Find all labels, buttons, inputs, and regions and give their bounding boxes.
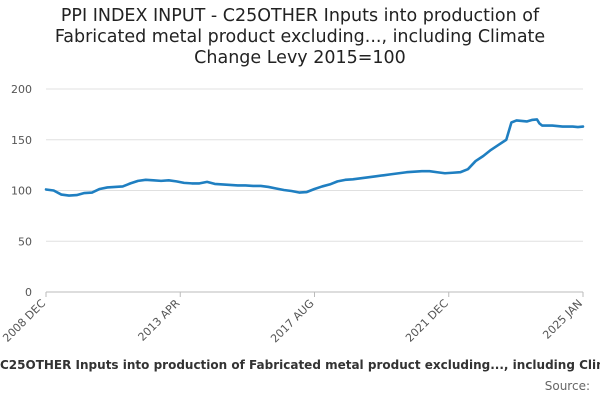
y-tick-label: 0 — [25, 286, 32, 299]
y-tick-label: 50 — [18, 235, 32, 248]
series-line — [44, 118, 585, 197]
y-axis-ticks: 0 50 100 150 200 — [11, 83, 32, 299]
x-tick-label: 2025 JAN — [540, 297, 585, 342]
legend-label: C25OTHER Inputs into production of Fabri… — [0, 358, 600, 372]
chart-title-line-2: Fabricated metal product excluding..., i… — [54, 27, 546, 47]
y-tick-label: 150 — [11, 134, 32, 147]
y-tick-label: 200 — [11, 83, 32, 96]
x-tick-label: 2013 APR — [135, 297, 182, 344]
chart-title-line-3: Change Levy 2015=100 — [194, 48, 406, 68]
chart-title-line-1: PPI INDEX INPUT - C25OTHER Inputs into p… — [60, 6, 540, 26]
gridlines — [46, 88, 583, 242]
x-tick-label: 2021 DEC — [403, 297, 451, 345]
chart-title: PPI INDEX INPUT - C25OTHER Inputs into p… — [0, 6, 600, 69]
source-label: Source: — [544, 379, 590, 393]
y-tick-label: 100 — [11, 185, 32, 198]
series-group — [44, 118, 585, 197]
x-tick-label: 2008 DEC — [0, 297, 48, 345]
x-axis: 2008 DEC 2013 APR 2017 AUG 2021 DEC 2025 JAN — [0, 291, 585, 346]
x-tick-label: 2017 AUG — [268, 297, 317, 346]
